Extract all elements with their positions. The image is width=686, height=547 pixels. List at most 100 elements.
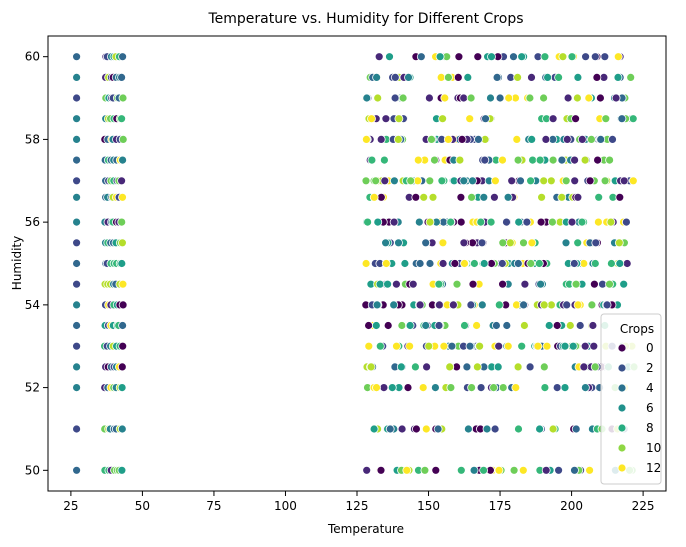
legend-box <box>600 313 662 485</box>
data-point <box>438 259 448 268</box>
data-point <box>561 238 571 248</box>
data-point <box>520 279 530 289</box>
data-point <box>561 176 571 186</box>
legend-label: 4 <box>646 381 654 395</box>
data-point <box>608 134 617 144</box>
data-point <box>552 321 562 330</box>
data-point <box>585 465 594 475</box>
x-tick-label: 50 <box>135 499 150 513</box>
data-point <box>421 424 431 434</box>
data-point <box>117 217 127 227</box>
data-point <box>596 93 605 103</box>
data-point <box>585 176 595 186</box>
data-point <box>628 114 638 124</box>
data-point <box>516 176 525 186</box>
x-axis-label: Temperature <box>327 522 404 536</box>
legend-label: 6 <box>646 401 654 415</box>
data-point <box>476 217 486 227</box>
data-point <box>394 238 403 248</box>
legend-marker <box>617 363 627 373</box>
data-point <box>607 259 616 268</box>
data-point <box>486 217 496 227</box>
data-point <box>605 155 614 165</box>
data-point <box>361 134 371 144</box>
x-tick-label: 125 <box>346 499 369 513</box>
data-point <box>434 321 444 330</box>
data-point <box>118 155 127 165</box>
data-point <box>544 321 554 330</box>
data-point <box>518 465 528 475</box>
data-point <box>579 362 589 372</box>
data-point <box>375 341 385 351</box>
data-point <box>397 321 407 330</box>
data-point <box>369 192 379 202</box>
data-point <box>383 321 393 330</box>
data-point <box>118 238 127 248</box>
data-point <box>589 341 599 351</box>
data-point <box>455 155 465 165</box>
legend-title: Crops <box>620 322 654 336</box>
data-point <box>361 259 371 268</box>
x-tick-label: 150 <box>417 499 440 513</box>
data-point <box>562 134 572 144</box>
data-point <box>425 259 435 268</box>
data-point <box>403 383 413 393</box>
data-point <box>457 134 467 144</box>
data-point <box>571 114 580 124</box>
data-point <box>373 217 383 227</box>
data-point <box>434 279 444 289</box>
data-point <box>400 259 410 268</box>
data-point <box>443 134 453 144</box>
data-point <box>118 321 127 330</box>
data-point <box>540 383 550 393</box>
legend-marker <box>617 403 627 413</box>
data-point <box>568 341 578 351</box>
data-point <box>489 192 499 202</box>
data-point <box>392 341 401 351</box>
data-point <box>72 176 81 186</box>
data-point <box>552 383 562 393</box>
data-point <box>509 465 519 475</box>
data-point <box>364 341 374 351</box>
data-point <box>490 176 500 186</box>
data-point <box>72 52 81 62</box>
data-point <box>573 73 583 82</box>
data-point <box>581 383 590 393</box>
data-point <box>381 114 391 124</box>
data-point <box>525 93 535 103</box>
legend-marker <box>617 443 627 453</box>
data-point <box>505 238 515 248</box>
y-tick-label: 54 <box>25 298 40 312</box>
data-point <box>513 259 523 268</box>
data-point <box>548 217 557 227</box>
data-point <box>600 52 610 62</box>
data-point <box>72 192 81 202</box>
data-point <box>614 238 624 248</box>
data-point <box>479 192 489 202</box>
data-point <box>580 341 590 351</box>
data-point <box>487 52 496 62</box>
x-tick-label: 100 <box>274 499 297 513</box>
data-point <box>466 300 476 310</box>
data-point <box>375 279 385 289</box>
data-point <box>622 259 632 268</box>
data-point <box>494 300 504 310</box>
data-point <box>617 114 627 124</box>
data-point <box>372 73 382 82</box>
data-point <box>567 217 577 227</box>
data-point <box>463 424 473 434</box>
data-point <box>490 424 500 434</box>
data-point <box>421 238 431 248</box>
data-point <box>465 114 475 124</box>
data-point <box>424 93 434 103</box>
data-point <box>469 259 479 268</box>
data-point <box>385 424 395 434</box>
data-point <box>394 114 404 124</box>
data-point <box>535 424 544 434</box>
data-point <box>539 176 549 186</box>
data-point <box>584 93 594 103</box>
data-point <box>562 300 572 310</box>
data-point <box>593 155 602 165</box>
data-point <box>376 465 386 475</box>
data-point <box>72 73 81 82</box>
